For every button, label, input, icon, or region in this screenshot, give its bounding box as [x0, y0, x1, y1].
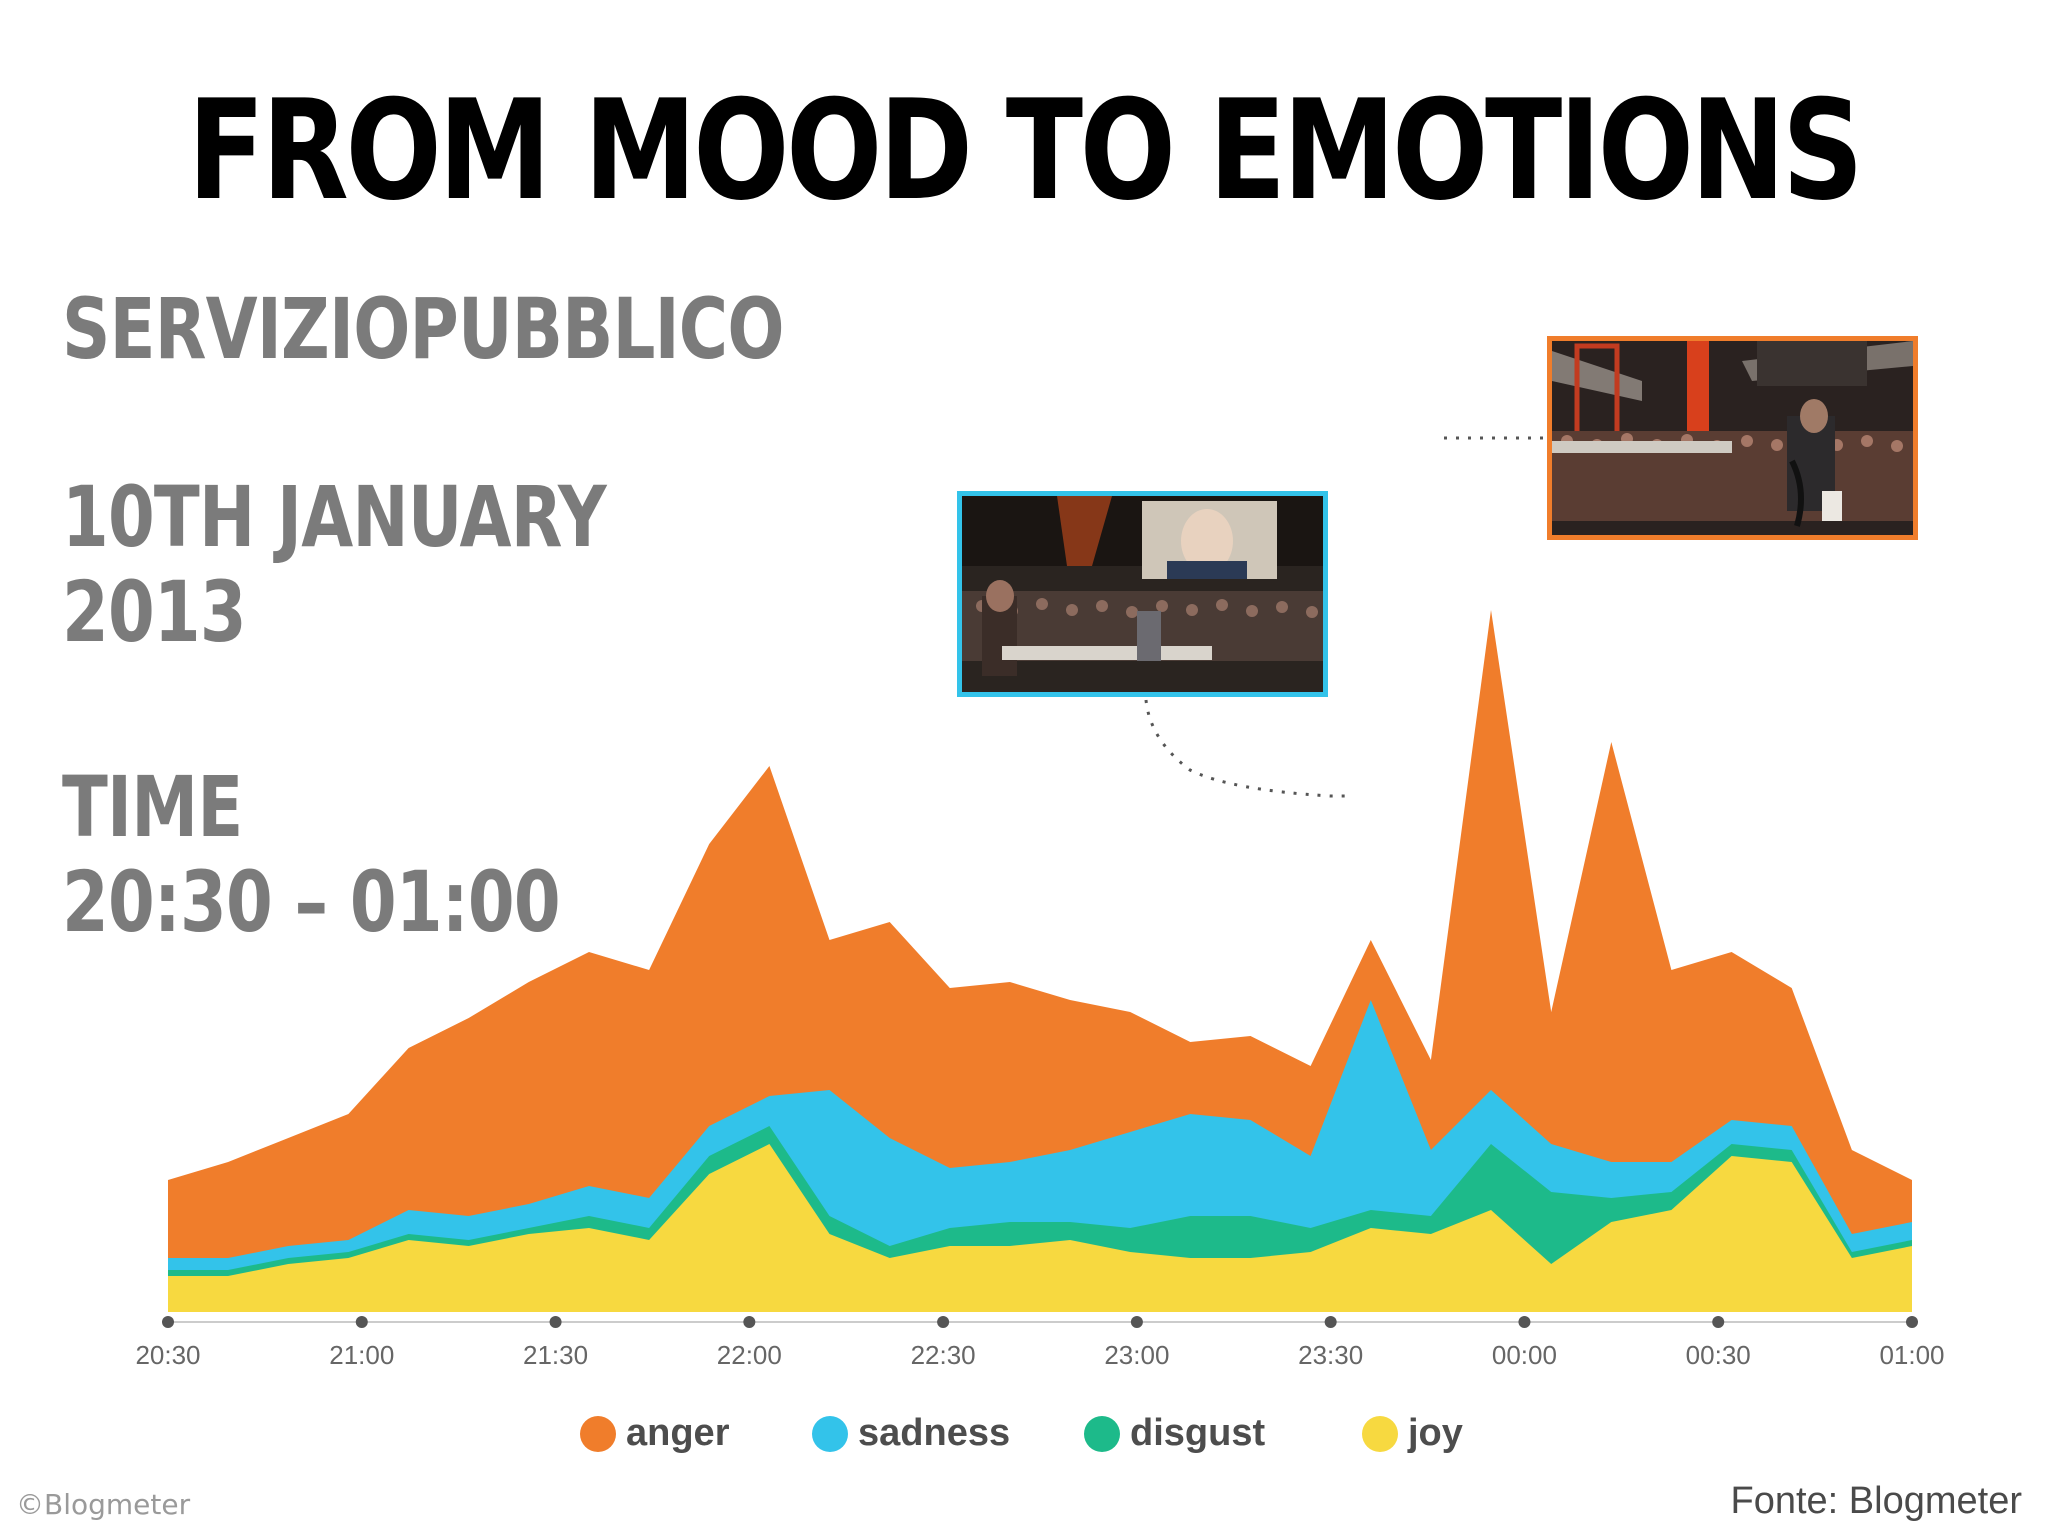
joy-swatch	[1362, 1415, 1398, 1452]
x-tick-dot	[1906, 1316, 1918, 1328]
legend-item-sadness: sadness	[812, 1412, 1010, 1455]
x-tick-dot	[162, 1316, 174, 1328]
thumbnail-connectors	[1144, 436, 1547, 798]
tv-frame-thumbnail-1	[957, 491, 1328, 697]
time-range: 20:30 – 01:00	[62, 852, 561, 951]
broadcast-date: 10TH JANUARY 2013	[62, 468, 607, 661]
disgust-swatch	[1084, 1415, 1120, 1452]
x-tick-label: 01:00	[1879, 1340, 1944, 1370]
tv-frame-thumbnail-2	[1547, 336, 1918, 540]
x-axis-ticks: 20:30 21:00 21:30 22:00 22:30 23:00 23:30 00:00…	[135, 1316, 1945, 1370]
chart-areas	[168, 610, 1912, 1312]
x-tick-dot	[1518, 1316, 1531, 1328]
time-label: TIME	[62, 758, 243, 856]
legend-item-joy: joy	[1362, 1412, 1463, 1455]
x-tick-dot	[1712, 1316, 1725, 1328]
source-credit: Fonte: Blogmeter	[1730, 1480, 2022, 1522]
x-tick-label: 00:30	[1686, 1340, 1751, 1370]
x-tick-label: 00:00	[1492, 1340, 1557, 1370]
chart-legend: anger sadness disgust joy	[0, 1412, 2048, 1462]
broadcast-time: TIME 20:30 – 01:00	[62, 758, 561, 951]
x-tick-dot	[355, 1316, 368, 1328]
x-tick-dot	[743, 1316, 756, 1328]
tv-studio-frame-icon	[1552, 341, 1913, 535]
legend-item-disgust: disgust	[1084, 1412, 1265, 1455]
x-tick-label: 22:00	[717, 1340, 782, 1370]
date-line-1: 10TH JANUARY	[62, 468, 607, 566]
show-name: SERVIZIOPUBBLICO	[62, 282, 784, 377]
legend-label-anger: anger	[626, 1412, 730, 1454]
x-tick-label: 23:30	[1298, 1340, 1363, 1370]
page-title: FROM MOOD TO EMOTIONS	[187, 70, 1864, 231]
tv-studio-frame-icon	[962, 496, 1323, 692]
date-line-2: 2013	[62, 562, 247, 661]
anger-swatch	[580, 1415, 616, 1452]
legend-label-joy: joy	[1408, 1412, 1463, 1454]
sadness-swatch	[812, 1415, 848, 1452]
x-tick-label: 20:30	[135, 1340, 200, 1370]
copyright-notice: ©Blogmeter	[16, 1488, 191, 1521]
show-name-text: SERVIZIOPUBBLICO	[62, 280, 784, 378]
x-tick-label: 21:00	[329, 1340, 394, 1370]
x-tick-label: 23:00	[1104, 1340, 1169, 1370]
x-tick-dot	[1324, 1316, 1337, 1328]
x-tick-label: 21:30	[523, 1340, 588, 1370]
x-tick-dot	[549, 1316, 562, 1328]
x-tick-dot	[937, 1316, 950, 1328]
legend-label-sadness: sadness	[858, 1412, 1011, 1454]
legend-label-disgust: disgust	[1130, 1412, 1266, 1454]
connector-sadness-peak	[1144, 699, 1346, 798]
x-tick-dot	[1130, 1316, 1143, 1328]
area-joy	[168, 1144, 1912, 1312]
legend-item-anger: anger	[580, 1412, 729, 1455]
x-tick-label: 22:30	[911, 1340, 976, 1370]
